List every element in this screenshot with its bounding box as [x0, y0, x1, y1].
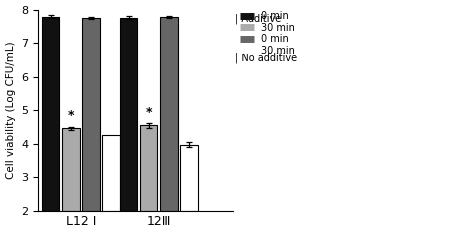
Text: | Additive: | Additive: [235, 13, 281, 24]
Y-axis label: Cell viability (Log CFU/mL): Cell viability (Log CFU/mL): [6, 41, 16, 179]
Text: *: *: [67, 110, 74, 122]
Bar: [42, 17, 59, 211]
Text: *: *: [146, 106, 152, 119]
Bar: [82, 18, 100, 211]
Bar: [140, 125, 157, 211]
Bar: [102, 135, 120, 211]
Bar: [180, 145, 198, 211]
Bar: [160, 17, 178, 211]
Legend: 0 min, 30 min, 0 min, 30 min: 0 min, 30 min, 0 min, 30 min: [239, 10, 296, 57]
Bar: [120, 18, 137, 211]
Bar: [62, 128, 79, 211]
Text: | No additive: | No additive: [235, 53, 297, 63]
